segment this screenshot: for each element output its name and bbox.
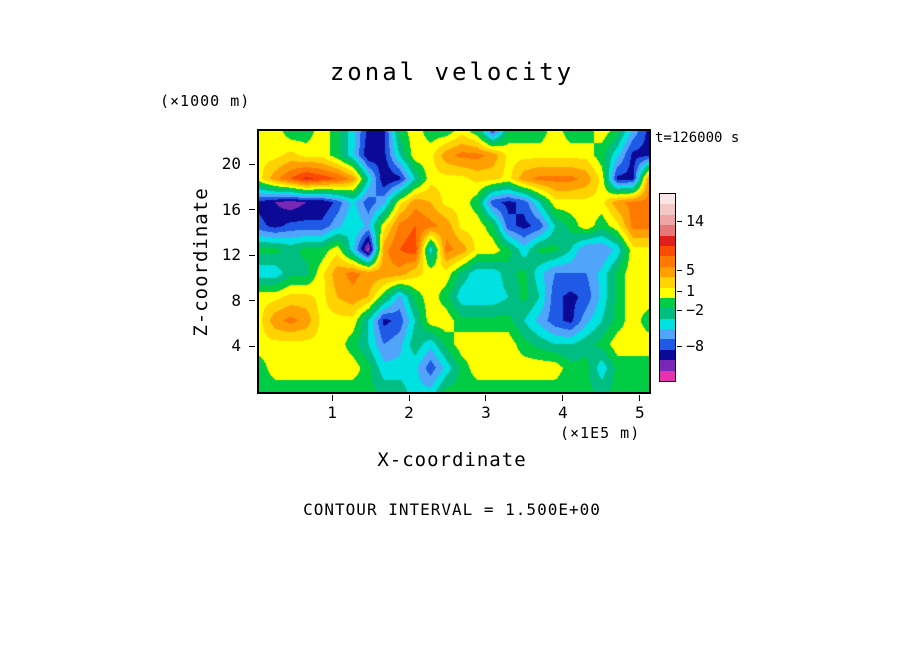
- x-tick-label: 3: [481, 403, 491, 422]
- contour-canvas: [259, 131, 649, 392]
- x-tick-label: 4: [558, 403, 568, 422]
- colorbar-tick-mark: [677, 345, 682, 347]
- y-tick-label: 12: [221, 245, 241, 265]
- x-axis-unit: (×1E5 m): [560, 424, 641, 442]
- y-tick-mark: [249, 209, 255, 211]
- contour-interval-label: CONTOUR INTERVAL = 1.500E+00: [303, 500, 601, 519]
- x-tick-label: 1: [327, 403, 337, 422]
- chart-title: zonal velocity: [329, 58, 575, 86]
- colorbar-tick-mark: [677, 269, 682, 271]
- colorbar-band: [660, 277, 675, 288]
- x-tick-label: 2: [404, 403, 414, 422]
- colorbar-band: [660, 339, 675, 350]
- y-tick-label: 8: [231, 290, 241, 310]
- y-tick-mark: [249, 163, 255, 165]
- colorbar: [659, 193, 676, 382]
- colorbar-tick-mark: [677, 290, 682, 292]
- y-tick-label: 20: [221, 154, 241, 174]
- colorbar-band: [660, 225, 675, 236]
- x-tick-mark: [639, 395, 641, 401]
- time-annotation: t=126000 s: [655, 130, 740, 146]
- colorbar-band: [660, 266, 675, 278]
- colorbar-band: [660, 297, 675, 309]
- x-tick-mark: [331, 395, 333, 401]
- colorbar-band: [660, 194, 675, 205]
- colorbar-tick-mark: [677, 220, 682, 222]
- y-tick-label: 16: [221, 199, 241, 219]
- y-tick-mark: [249, 345, 255, 347]
- colorbar-tick-label: 14: [686, 211, 705, 230]
- colorbar-band: [660, 308, 675, 319]
- colorbar-band: [660, 287, 675, 298]
- colorbar-band: [660, 204, 675, 215]
- x-tick-mark: [562, 395, 564, 401]
- colorbar-tick-label: −8: [686, 336, 705, 355]
- colorbar-tick-label: 5: [686, 260, 696, 279]
- colorbar-tick-label: 1: [686, 281, 696, 300]
- x-tick-mark: [408, 395, 410, 401]
- colorbar-band: [660, 214, 675, 226]
- plot-frame: [257, 129, 651, 394]
- colorbar-band: [660, 349, 675, 361]
- colorbar-band: [660, 235, 675, 246]
- colorbar-tick-label: −2: [686, 300, 705, 319]
- colorbar-band: [660, 329, 675, 340]
- colorbar-band: [660, 245, 675, 257]
- x-axis-title: X-coordinate: [377, 449, 527, 471]
- z-axis-unit: (×1000 m): [160, 92, 251, 110]
- x-tick-label: 5: [634, 403, 645, 422]
- colorbar-tick-mark: [677, 309, 682, 311]
- colorbar-band: [660, 360, 675, 371]
- y-tick-mark: [249, 300, 255, 302]
- colorbar-band: [660, 256, 675, 267]
- y-tick-mark: [249, 254, 255, 256]
- colorbar-band: [660, 370, 675, 382]
- y-tick-label: 4: [231, 336, 241, 356]
- x-tick-mark: [485, 395, 487, 401]
- colorbar-band: [660, 318, 675, 330]
